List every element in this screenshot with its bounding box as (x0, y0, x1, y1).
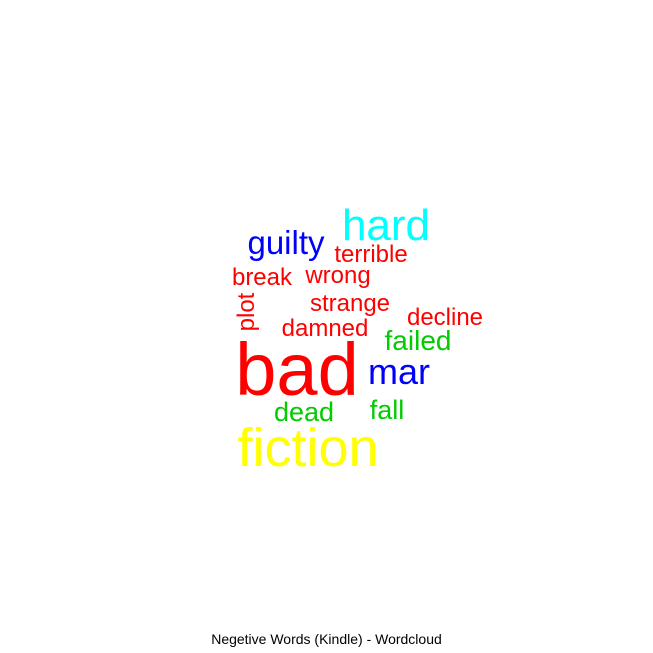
word-wrong: wrong (304, 262, 370, 289)
word-break: break (232, 264, 293, 291)
word-decline: decline (407, 304, 483, 331)
word-guilty: guilty (247, 224, 325, 261)
word-terrible: terrible (334, 241, 407, 268)
word-mar: mar (368, 351, 430, 392)
chart-title: Negetive Words (Kindle) - Wordcloud (211, 631, 442, 647)
word-hard: hard (342, 201, 430, 250)
word-failed: failed (385, 325, 452, 356)
word-damned: damned (282, 315, 369, 342)
word-strange: strange (310, 290, 390, 317)
word-plot: plot (233, 292, 260, 331)
word-fall: fall (370, 395, 405, 425)
word-fiction: fiction (237, 418, 378, 478)
word-dead: dead (274, 397, 334, 427)
word-bad: bad (235, 328, 358, 411)
